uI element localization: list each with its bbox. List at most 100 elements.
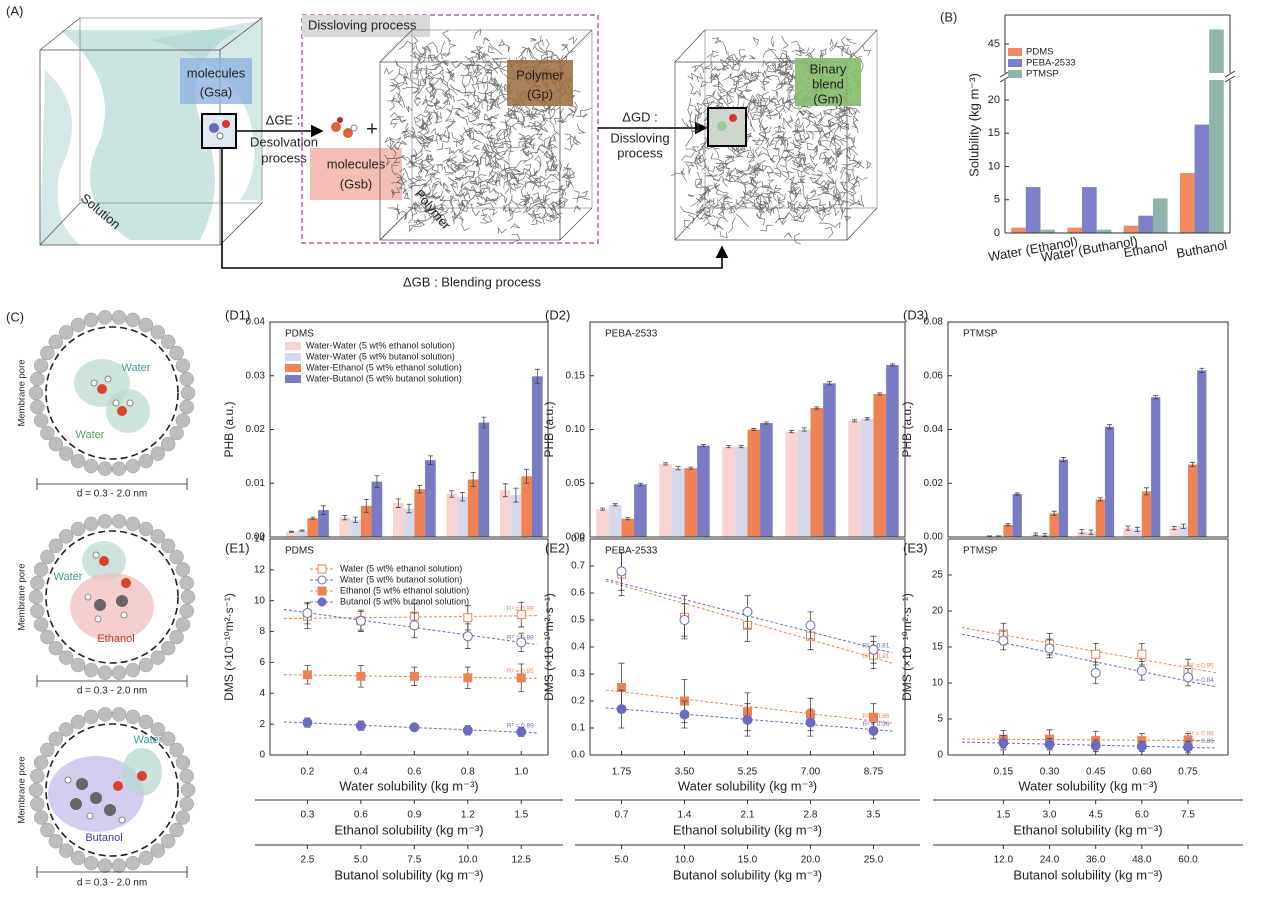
panel-label: (E3) <box>903 540 928 555</box>
pore-bead <box>83 662 99 678</box>
pore-bead <box>28 589 44 605</box>
x-tick-label: 1.4 <box>678 810 692 821</box>
polymer-box <box>507 60 573 106</box>
pore-bead <box>70 850 86 866</box>
bar <box>873 394 887 537</box>
error-bar <box>1107 424 1113 430</box>
x-tick-label: 7.5 <box>407 855 421 866</box>
bar <box>1132 529 1142 537</box>
box-text: blend <box>812 76 844 91</box>
error-bar <box>688 466 694 470</box>
x-tick-label: 0.2 <box>300 767 314 778</box>
bar <box>1188 464 1198 537</box>
x-tick-label: 2.1 <box>741 810 755 821</box>
error-bar <box>1180 523 1186 529</box>
x-tick-label: 48.0 <box>1132 855 1152 866</box>
bar <box>1123 528 1133 537</box>
point <box>998 635 1009 646</box>
pore-bead <box>40 629 55 645</box>
x-tick-label: 1.5 <box>514 810 528 821</box>
error-bar <box>637 482 643 486</box>
pore-bead <box>30 796 45 812</box>
pore-bead <box>175 810 191 825</box>
bar <box>318 510 329 537</box>
error-bar <box>470 472 476 487</box>
point <box>869 712 878 722</box>
error-bar <box>320 505 326 515</box>
bar <box>823 383 836 537</box>
bar <box>425 460 436 537</box>
point <box>462 631 473 642</box>
y-tick-label: 0.0 <box>571 750 585 761</box>
y-tick-label: 0.04 <box>924 424 944 435</box>
y-tick-label: 45 <box>988 38 1000 50</box>
process-tag <box>302 15 430 37</box>
dissolving-region <box>301 14 599 244</box>
pore-bead <box>33 413 49 428</box>
y-axis-label: Solubility (kg m⁻³) <box>966 73 981 177</box>
x-tick-label: 60.0 <box>1178 855 1198 866</box>
error-bar <box>763 421 769 425</box>
bar <box>860 418 874 537</box>
error-bar <box>600 507 606 511</box>
y-tick-label: 0.06 <box>924 370 944 381</box>
bar <box>392 503 404 537</box>
chart-title: PTMSP <box>963 546 998 557</box>
x-tick-label: 0.9 <box>407 810 421 821</box>
legend-label: Water (5 wt% butanol solution) <box>340 574 462 584</box>
pore-bead <box>70 521 86 537</box>
y-axis-label: DMS (×10⁻¹⁰m²·s⁻¹) <box>222 593 236 701</box>
bar <box>499 490 511 537</box>
box-text: (Gsa) <box>200 84 233 99</box>
pore-bead <box>160 538 176 554</box>
pore-bead <box>48 640 64 656</box>
point <box>302 608 313 619</box>
error-bar <box>852 419 858 423</box>
bar <box>1049 513 1059 537</box>
chart-title: PDMS <box>285 329 314 340</box>
bar <box>1141 491 1152 537</box>
y-tick-label: 5 <box>994 194 1000 206</box>
polymer-cube <box>379 28 593 243</box>
pore-bead <box>180 782 196 798</box>
point <box>462 725 473 736</box>
box-text: molecules <box>327 156 386 171</box>
x-tick-label: 7.5 <box>1181 810 1195 821</box>
molecule-label: Water <box>54 571 83 583</box>
point <box>1136 665 1147 676</box>
pore-bead <box>111 707 127 722</box>
error-bar <box>534 368 540 384</box>
pore-bead <box>179 371 194 387</box>
pore-bead <box>169 822 184 838</box>
bar <box>697 445 710 537</box>
bar <box>785 431 798 537</box>
error-bar <box>1143 487 1149 496</box>
pore-bead <box>83 458 99 474</box>
point <box>302 670 312 680</box>
legend-swatch <box>285 353 301 361</box>
plot-frame <box>947 321 1229 538</box>
y-tick-label: 0.8 <box>571 534 585 545</box>
bar <box>531 376 543 537</box>
atom <box>216 132 224 140</box>
point <box>679 709 690 720</box>
y-tick-label: 4 <box>259 688 265 699</box>
pore-bead <box>48 538 64 554</box>
legend-swatch <box>285 375 301 383</box>
pore-bead <box>138 657 154 673</box>
error-bar <box>502 483 508 498</box>
y-tick-label: 0.00 <box>924 532 944 543</box>
bar <box>1058 459 1068 537</box>
bar <box>634 484 647 537</box>
x-tick-label: 0.45 <box>1086 767 1106 778</box>
point <box>1136 741 1147 752</box>
error-bar <box>889 363 895 367</box>
pore: Water Butanol <box>28 707 196 873</box>
legend-swatch <box>1008 48 1022 56</box>
pore-bead <box>125 516 141 532</box>
y-tick-label: 0.02 <box>246 424 266 435</box>
pore-bead <box>70 453 86 469</box>
y-axis-label: DMS (×10⁻¹⁰m²·s⁻¹) <box>900 593 914 701</box>
bar <box>1152 198 1168 233</box>
panel-label: (D3) <box>903 307 928 322</box>
